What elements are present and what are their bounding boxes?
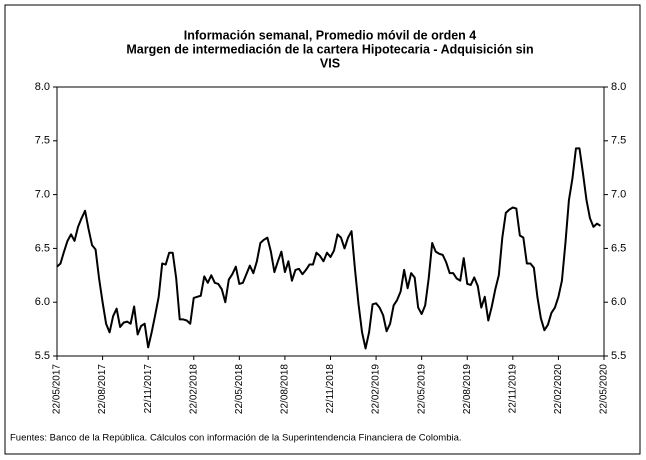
y-tick-label: 7.0 bbox=[35, 189, 50, 201]
chart-title: VIS bbox=[320, 56, 340, 70]
x-tick-label: 22/05/2018 bbox=[234, 364, 245, 414]
x-tick-label: 22/11/2018 bbox=[325, 364, 336, 414]
y2-tick-label: 7.0 bbox=[611, 189, 626, 201]
chart-frame bbox=[4, 4, 641, 455]
y2-tick-label: 5.5 bbox=[611, 350, 626, 362]
x-tick-label: 22/08/2019 bbox=[462, 364, 473, 414]
y2-tick-label: 6.5 bbox=[611, 242, 626, 254]
data-line bbox=[56, 147, 602, 350]
x-tick-label: 22/11/2019 bbox=[507, 364, 518, 414]
y2-tick-label: 7.5 bbox=[611, 135, 626, 147]
y2-tick-label: 8.0 bbox=[611, 81, 626, 93]
x-tick-label: 22/02/2020 bbox=[553, 364, 564, 414]
source-note: Fuentes: Banco de la República. Cálculos… bbox=[10, 433, 462, 444]
x-tick-label: 22/08/2017 bbox=[97, 364, 108, 414]
y-tick-label: 6.0 bbox=[35, 296, 50, 308]
y-tick-label: 7.5 bbox=[35, 135, 50, 147]
x-tick-label: 22/05/2019 bbox=[416, 364, 427, 414]
chart-title: Información semanal, Promedio móvil de o… bbox=[184, 28, 476, 42]
x-tick-label: 22/05/2017 bbox=[52, 364, 63, 414]
x-tick-label: 22/08/2018 bbox=[280, 364, 291, 414]
y2-tick-label: 6.0 bbox=[611, 296, 626, 308]
x-tick-label: 22/11/2017 bbox=[143, 364, 154, 414]
y-tick-label: 8.0 bbox=[35, 81, 50, 93]
x-tick-label: 22/02/2019 bbox=[371, 364, 382, 414]
y-tick-label: 6.5 bbox=[35, 242, 50, 254]
chart-title: Margen de intermediación de la cartera H… bbox=[126, 42, 533, 56]
x-tick-label: 22/02/2018 bbox=[188, 364, 199, 414]
y-tick-label: 5.5 bbox=[35, 350, 50, 362]
x-tick-label: 22/05/2020 bbox=[599, 364, 610, 414]
